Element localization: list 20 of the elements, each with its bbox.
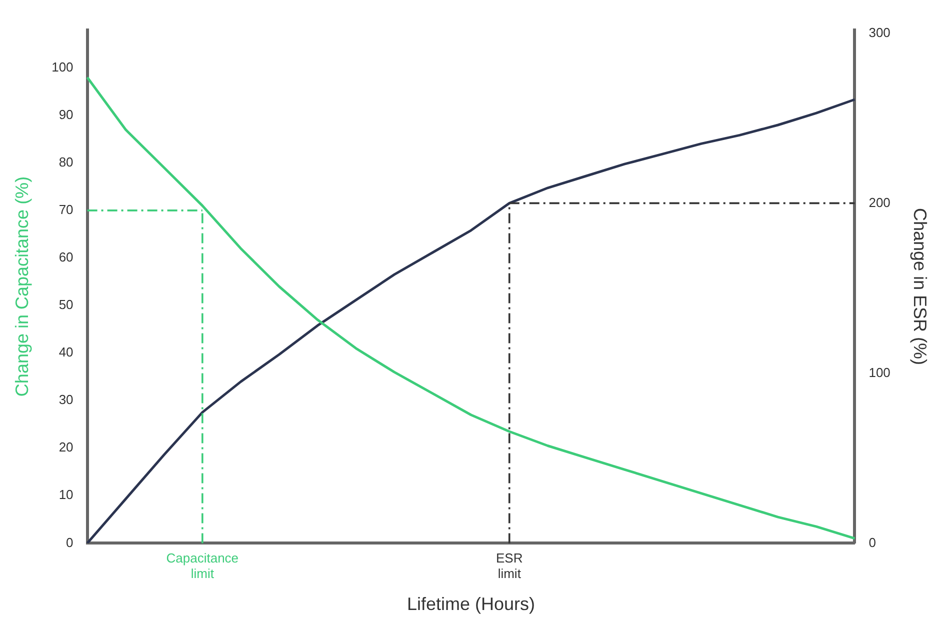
y2-tick-label: 0 bbox=[868, 534, 876, 550]
y2-tick-label: 200 bbox=[868, 194, 890, 210]
y-tick-label: 100 bbox=[52, 59, 74, 74]
y-tick-label: 10 bbox=[58, 487, 74, 502]
y-tick-label: 20 bbox=[58, 440, 74, 455]
y-axis-title: Change in Capacitance (%) bbox=[12, 176, 32, 397]
y-tick-label: 60 bbox=[58, 250, 74, 265]
y-tick-label: 0 bbox=[66, 534, 74, 550]
y2-axis-title: Change in ESR (%) bbox=[910, 208, 930, 366]
y-tick-label: 40 bbox=[58, 344, 74, 360]
y2-tick-label: 300 bbox=[868, 24, 890, 40]
x-axis-title: Lifetime (Hours) bbox=[406, 594, 536, 614]
y-tick-label: 80 bbox=[58, 154, 74, 170]
y-tick-label: 50 bbox=[58, 297, 74, 312]
y-tick-label: 90 bbox=[58, 106, 74, 122]
x-tick-label: ESR limit bbox=[496, 550, 523, 582]
y-tick-label: 30 bbox=[58, 392, 74, 408]
y2-tick-label: 100 bbox=[868, 364, 890, 380]
x-tick-label: Capacitance limit bbox=[166, 550, 239, 582]
y-tick-label: 70 bbox=[58, 202, 74, 218]
